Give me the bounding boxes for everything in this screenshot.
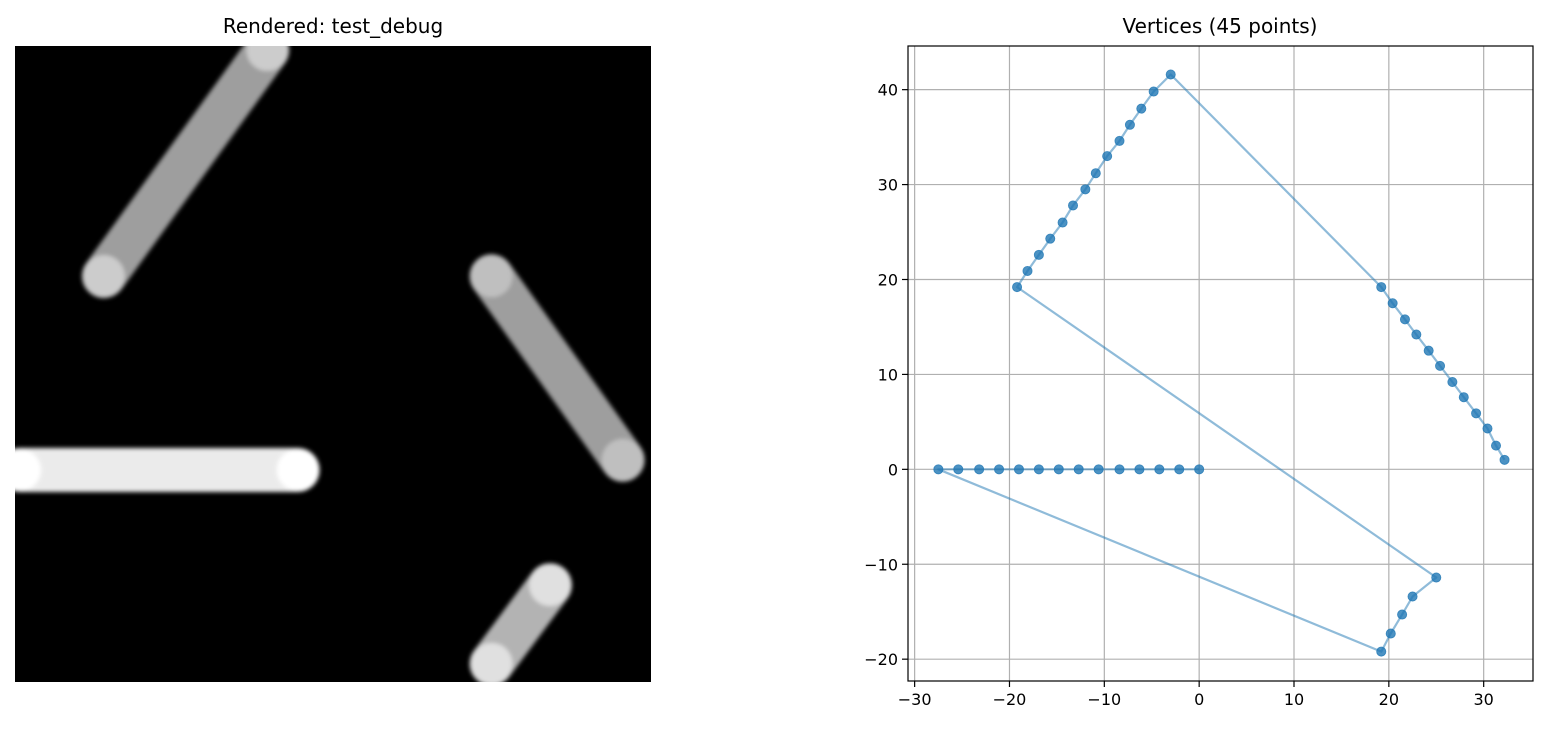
vertices-plot-title: Vertices (45 points)	[1123, 14, 1318, 38]
vertex-point	[1174, 464, 1185, 475]
vertex-point	[1114, 464, 1125, 475]
vertex-point	[1482, 423, 1493, 434]
vertex-point	[1012, 282, 1023, 293]
vertex-point	[1068, 200, 1079, 211]
rendered-stroke	[15, 448, 320, 492]
x-tick-label: 20	[1379, 690, 1399, 709]
vertex-point	[1499, 454, 1510, 465]
rendered-stroke	[469, 254, 645, 482]
vertex-point	[1114, 135, 1125, 146]
y-tick-label: −20	[864, 650, 898, 669]
plot-frame	[907, 45, 1534, 682]
rendered-image-strokes	[15, 46, 645, 682]
vertex-point	[1411, 329, 1422, 340]
vertex-point	[1431, 572, 1442, 583]
vertex-point	[1124, 119, 1135, 130]
vertex-point	[933, 464, 944, 475]
vertex-point	[974, 464, 985, 475]
vertex-point	[1447, 377, 1458, 388]
x-tick-label: 10	[1284, 690, 1304, 709]
vertex-point	[1134, 464, 1145, 475]
vertex-point	[1154, 464, 1165, 475]
vertex-point	[1093, 464, 1104, 475]
vertex-point	[1136, 103, 1147, 114]
x-tick-label: 30	[1474, 690, 1494, 709]
y-tick-label: 20	[878, 270, 898, 289]
vertex-point	[1376, 646, 1387, 657]
x-tick-label: −30	[898, 690, 932, 709]
vertices-plot-panel: Vertices (45 points) −30 −20 −10 0 10 20 30 −20…	[864, 14, 1534, 709]
vertex-point	[1090, 168, 1101, 179]
vertex-point	[1387, 298, 1398, 309]
y-tick-label: 0	[888, 460, 898, 479]
vertex-point	[1057, 217, 1068, 228]
x-tick-label: −20	[993, 690, 1027, 709]
vertex-point	[1194, 464, 1205, 475]
plot-grid	[908, 46, 1533, 681]
vertex-point	[1073, 464, 1084, 475]
vertex-point	[1080, 184, 1091, 195]
vertex-point	[1033, 249, 1044, 260]
axis-ticks: −30 −20 −10 0 10 20 30 −20 −10 0 10 20 30 40	[864, 81, 1494, 709]
vertex-point	[1399, 314, 1410, 325]
vertex-point	[953, 464, 964, 475]
rendered-stroke	[469, 563, 573, 682]
vertex-point	[1045, 233, 1056, 244]
y-tick-label: 40	[878, 81, 898, 100]
x-tick-label: −10	[1087, 690, 1121, 709]
vertex-point	[1458, 392, 1469, 403]
vertex-point	[1022, 265, 1033, 276]
vertex-point	[1407, 591, 1418, 602]
x-tick-label: 0	[1194, 690, 1204, 709]
vertex-point	[1053, 464, 1064, 475]
y-tick-label: 30	[878, 176, 898, 195]
vertex-point	[1033, 464, 1044, 475]
rendered-image-title: Rendered: test_debug	[223, 14, 443, 38]
vertex-point	[1385, 628, 1396, 639]
vertex-point	[1013, 464, 1024, 475]
vertex-point	[1491, 440, 1502, 451]
rendered-image-panel: Rendered: test_debug	[15, 14, 651, 682]
vertex-point	[1376, 282, 1387, 293]
y-tick-label: 10	[878, 365, 898, 384]
y-tick-label: −10	[864, 555, 898, 574]
vertex-point	[994, 464, 1005, 475]
vertex-point	[1423, 345, 1434, 356]
vertex-series	[933, 69, 1510, 657]
vertex-point	[1102, 151, 1113, 162]
vertex-point	[1148, 86, 1159, 97]
rendered-stroke	[81, 46, 290, 299]
vertex-point	[1165, 69, 1176, 80]
vertex-point	[1397, 609, 1408, 620]
vertex-point	[1435, 360, 1446, 371]
vertex-point	[1471, 408, 1482, 419]
